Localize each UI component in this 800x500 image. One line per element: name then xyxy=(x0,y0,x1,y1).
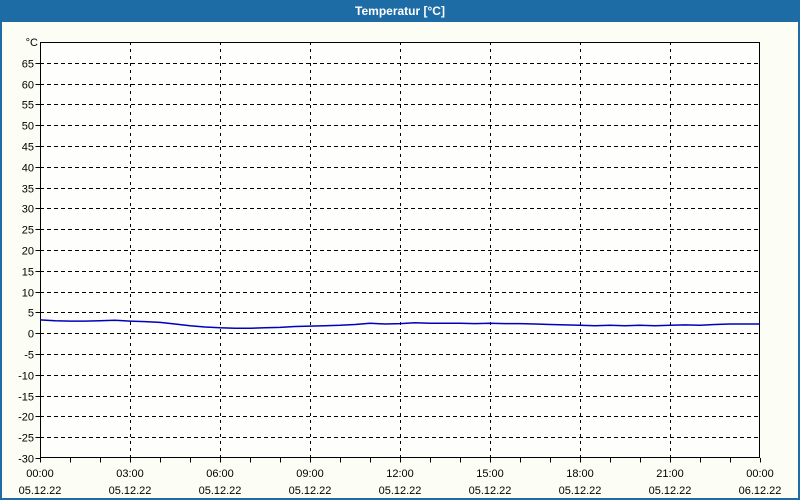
x-tick-time-label: 12:00 xyxy=(386,468,414,480)
x-tick-date-label: 05.12.22 xyxy=(649,485,692,497)
x-tick-date-label: 06.12.22 xyxy=(739,485,782,497)
x-tick-time-label: 21:00 xyxy=(656,468,684,480)
x-tick-date-label: 05.12.22 xyxy=(559,485,602,497)
y-tick-label: 55 xyxy=(22,100,34,112)
x-tick-time-label: 09:00 xyxy=(296,468,324,480)
y-tick-label: 5 xyxy=(28,308,34,320)
y-tick-label: 65 xyxy=(22,59,34,71)
x-tick-date-label: 05.12.22 xyxy=(109,485,152,497)
y-tick-label: -5 xyxy=(24,350,34,362)
y-tick-label: 15 xyxy=(22,267,34,279)
y-tick-label: -20 xyxy=(18,412,34,424)
title-bar: Temperatur [°C] xyxy=(0,0,800,22)
y-tick-label: -25 xyxy=(18,433,34,445)
y-tick-label: 40 xyxy=(22,163,34,175)
x-tick-time-label: 03:00 xyxy=(116,468,144,480)
x-tick-time-label: 18:00 xyxy=(566,468,594,480)
y-tick-label: 35 xyxy=(22,184,34,196)
x-tick-date-label: 05.12.22 xyxy=(19,485,62,497)
y-tick-label: 50 xyxy=(22,121,34,133)
x-tick-time-label: 00:00 xyxy=(746,468,774,480)
x-tick-date-label: 05.12.22 xyxy=(379,485,422,497)
x-tick-date-label: 05.12.22 xyxy=(469,485,512,497)
y-axis-unit-label: °C xyxy=(26,37,38,49)
y-tick-label: -15 xyxy=(18,392,34,404)
x-tick-date-label: 05.12.22 xyxy=(199,485,242,497)
x-tick-time-label: 00:00 xyxy=(26,468,54,480)
x-tick-date-label: 05.12.22 xyxy=(289,485,332,497)
x-tick-time-label: 06:00 xyxy=(206,468,234,480)
window-title: Temperatur [°C] xyxy=(355,4,445,18)
y-tick-label: 10 xyxy=(22,288,34,300)
temperature-series-line xyxy=(39,319,760,329)
y-tick-label: 20 xyxy=(22,246,34,258)
y-tick-label: 0 xyxy=(28,329,34,341)
y-tick-label: 45 xyxy=(22,142,34,154)
y-tick-label: -30 xyxy=(18,454,34,466)
x-tick-time-label: 15:00 xyxy=(476,468,504,480)
y-tick-label: 25 xyxy=(22,225,34,237)
y-tick-label: -10 xyxy=(18,371,34,383)
y-tick-label: 30 xyxy=(22,204,34,216)
y-tick-label: 60 xyxy=(22,80,34,92)
